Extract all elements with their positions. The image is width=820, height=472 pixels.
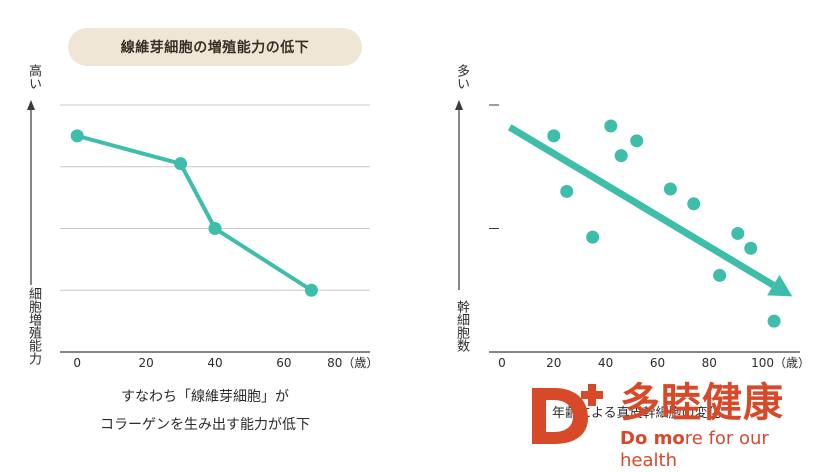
right-trend-arrow-line <box>507 124 776 289</box>
left-y-arrowhead <box>27 100 35 110</box>
right-y-arrowhead <box>455 100 463 110</box>
right-scatter-point <box>731 226 745 240</box>
right-scatter-point <box>547 129 561 143</box>
left-x-tick-label: 20 <box>138 356 153 370</box>
left-data-point <box>70 129 84 143</box>
left-y-bottom-label: 細胞増殖能力 <box>26 287 41 365</box>
right-scatter-point <box>630 134 644 148</box>
right-trend-arrowhead <box>767 274 793 297</box>
right-x-tick-label: 0 <box>498 356 506 370</box>
right-scatter-point <box>713 268 727 282</box>
left-x-tick-label: 80（歳） <box>327 356 378 370</box>
right-scatter-point <box>560 184 574 198</box>
right-x-tick-label: 20 <box>546 356 561 370</box>
right-scatter-point <box>614 149 628 163</box>
right-scatter-point <box>586 230 600 244</box>
logo-english-text: Do more for our health <box>620 428 820 472</box>
right-scatter-point <box>744 241 758 255</box>
right-scatter-point <box>767 314 781 328</box>
logo-chinese-text: 多睦健康 <box>620 380 784 426</box>
right-x-tick-label: 100（歳） <box>751 356 810 370</box>
infographic-canvas: 0 20 40 60 80（歳） 0 20 40 60 80 100（歳） <box>27 100 810 370</box>
right-caption: 年齢による真皮幹細胞の変化 <box>552 406 721 421</box>
left-x-tick-label: 40 <box>207 356 222 370</box>
right-scatter-point <box>663 182 677 196</box>
left-y-top-label: 高い <box>26 64 41 90</box>
left-series-line <box>76 133 313 292</box>
right-x-tick-label: 60 <box>650 356 665 370</box>
right-scatter-point <box>687 197 701 211</box>
left-data-point <box>304 283 318 297</box>
right-y-bottom-label: 幹細胞数 <box>454 300 469 352</box>
left-chart-title: 線維芽細胞の増殖能力の低下 <box>68 28 362 66</box>
left-x-tick-label: 60 <box>276 356 291 370</box>
left-x-tick-label: 0 <box>73 356 81 370</box>
right-x-tick-label: 80 <box>702 356 717 370</box>
left-caption-line1: すなわち「線維芽細胞」が <box>121 389 289 405</box>
right-y-top-label: 多い <box>454 64 469 90</box>
left-data-point <box>174 157 188 171</box>
logo-english-prefix: Do mo <box>620 428 685 449</box>
right-scatter-point <box>604 119 618 133</box>
logo-d-plus-icon <box>532 384 603 444</box>
right-x-tick-label: 40 <box>598 356 613 370</box>
left-data-point <box>208 222 222 235</box>
left-caption-line2: コラーゲンを生み出す能力が低下 <box>100 417 310 433</box>
